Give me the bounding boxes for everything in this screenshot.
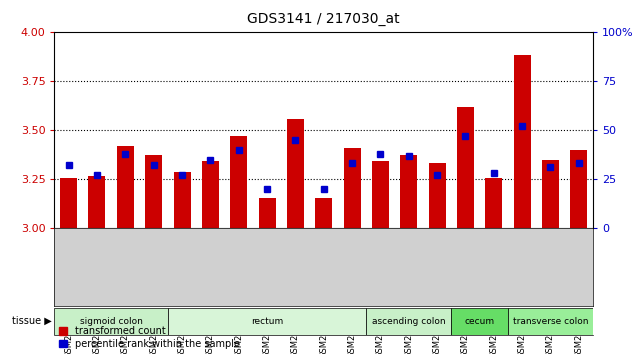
Text: GDS3141 / 217030_at: GDS3141 / 217030_at xyxy=(247,12,400,27)
Bar xyxy=(315,198,332,228)
Text: ascending colon: ascending colon xyxy=(372,317,445,326)
Bar xyxy=(400,155,417,228)
Bar xyxy=(54,308,168,335)
Text: transverse colon: transverse colon xyxy=(513,317,588,326)
Bar xyxy=(570,150,587,228)
Bar xyxy=(145,155,162,228)
Bar xyxy=(485,178,503,228)
Bar xyxy=(344,148,360,228)
Text: sigmoid colon: sigmoid colon xyxy=(79,317,142,326)
Bar xyxy=(366,308,451,335)
Bar xyxy=(174,172,190,228)
Bar xyxy=(60,178,77,228)
Bar xyxy=(202,161,219,228)
Bar xyxy=(230,136,247,228)
Bar xyxy=(457,107,474,228)
Bar xyxy=(451,308,508,335)
Bar xyxy=(513,56,531,228)
Text: tissue ▶: tissue ▶ xyxy=(12,316,51,326)
Text: rectum: rectum xyxy=(251,317,283,326)
Text: cecum: cecum xyxy=(465,317,495,326)
Bar xyxy=(88,176,106,228)
Bar xyxy=(168,308,366,335)
Bar xyxy=(117,146,134,228)
Bar xyxy=(258,198,276,228)
Bar xyxy=(542,160,559,228)
Bar xyxy=(287,119,304,228)
Bar xyxy=(372,161,389,228)
Bar xyxy=(508,308,593,335)
Legend: transformed count, percentile rank within the sample: transformed count, percentile rank withi… xyxy=(60,326,240,349)
Bar xyxy=(429,164,445,228)
